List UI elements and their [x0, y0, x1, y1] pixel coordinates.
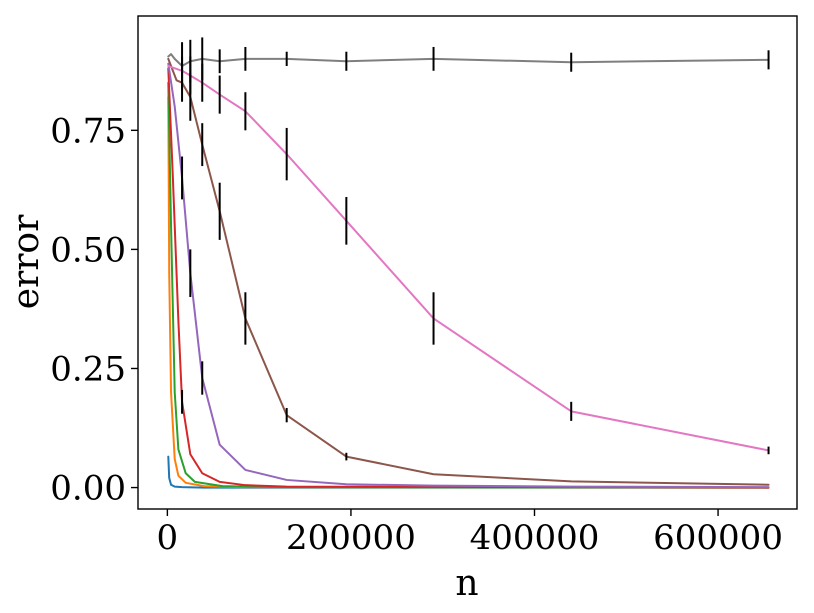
y-axis-label: error [6, 214, 47, 309]
x-axis: 0 200000 400000 600000 [157, 509, 783, 558]
error-bars [181, 37, 770, 461]
plot-frame [137, 15, 798, 510]
series-line-4 [167, 67, 770, 489]
y-tick-label: 0.00 [50, 469, 126, 509]
plot-area [138, 16, 797, 509]
y-tick-label: 0.25 [50, 349, 126, 389]
series-line-1 [167, 455, 770, 489]
series-line-3 [167, 81, 770, 489]
y-tick-label: 0.75 [50, 111, 126, 151]
x-tick-label: 0 [157, 518, 179, 558]
x-axis-label: n [455, 563, 478, 604]
x-tick-label: 200000 [286, 518, 416, 558]
x-tick-label: 600000 [653, 518, 783, 558]
y-tick-label: 0.50 [50, 230, 126, 270]
y-axis: 0.00 0.25 0.50 0.75 [50, 111, 138, 509]
x-tick-label: 400000 [470, 518, 600, 558]
series-line-5 [167, 62, 770, 489]
